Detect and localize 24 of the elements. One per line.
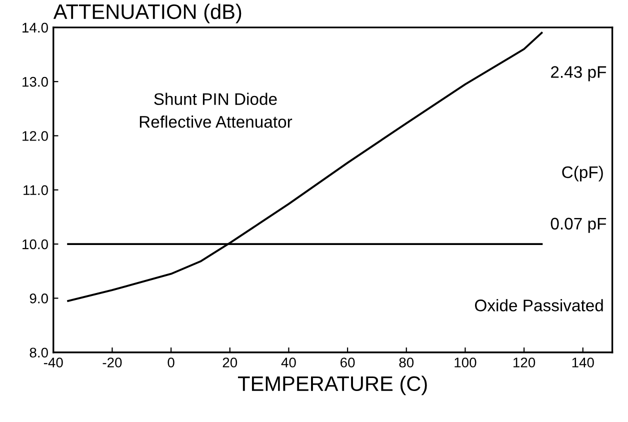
series-label: 2.43 pF [551,66,606,82]
x-tick-label: 120 [514,358,536,368]
annotation: Shunt PIN Diode Reflective Attenuator [140,92,292,128]
x-tick-label: 40 [281,358,296,368]
legend-title: C(pF) [562,166,603,182]
x-axis-title: TEMPERATURE (C) [238,376,427,396]
x-tick-label: 100 [454,358,476,368]
x-tick-label: 20 [222,358,238,368]
x-tick-label: -40 [44,358,63,368]
x-tick-label: -20 [102,358,122,368]
y-tick-label: 9.0 [30,294,48,304]
annotation: Oxide Passivated [475,299,603,312]
series-label: 0.07 pF [550,218,606,233]
x-tick-label: 60 [340,358,355,368]
y-axis-title: ATTENUATION (dB) [53,4,242,24]
y-tick-label: 10.0 [22,239,48,250]
x-tick-label: 140 [572,358,594,368]
y-tick-label: 14.0 [22,22,48,33]
x-tick-label: 80 [399,358,414,368]
y-tick-label: 11.0 [24,185,48,196]
y-tick-label: 12.0 [22,131,48,141]
y-tick-label: 8.0 [30,348,48,358]
x-tick-label: 0 [168,358,174,368]
y-tick-label: 13.0 [22,76,48,87]
